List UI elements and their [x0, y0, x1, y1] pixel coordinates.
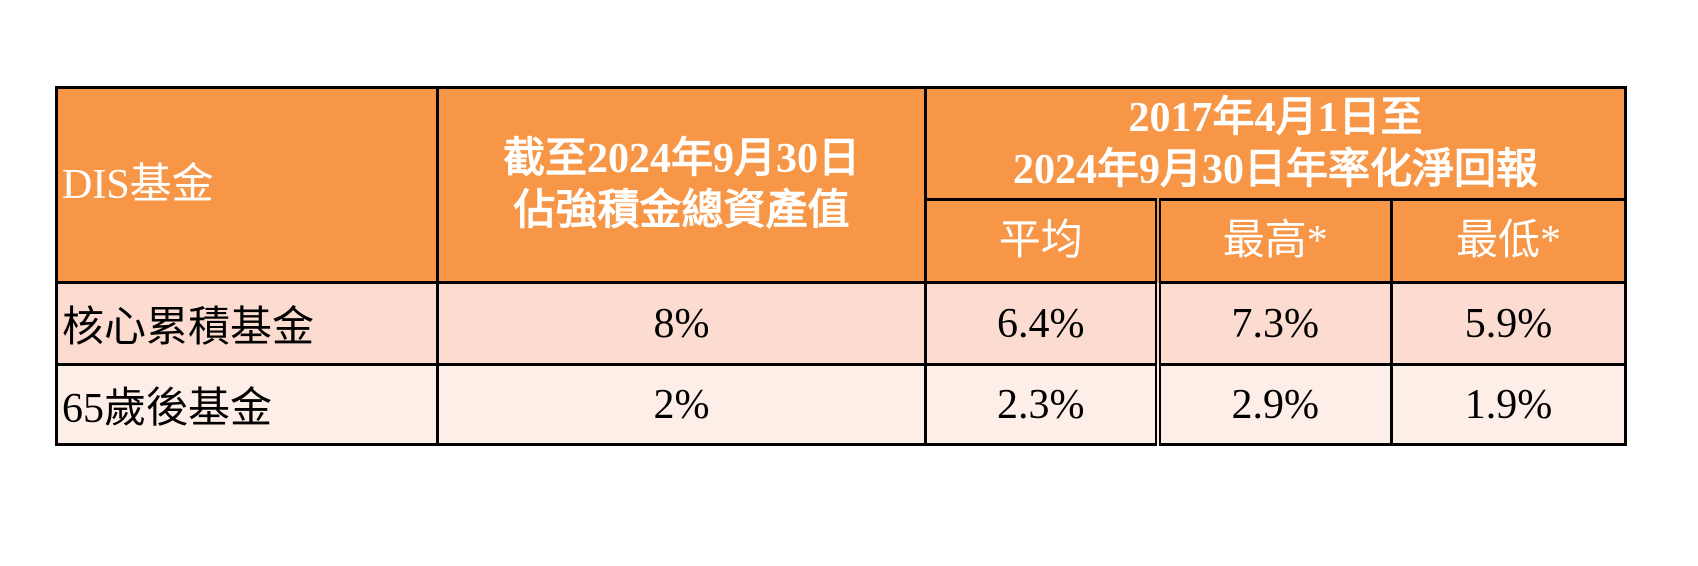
- fund-name-cell: 核心累積基金: [55, 281, 439, 366]
- asset-share-cell: 2%: [436, 363, 927, 446]
- asset-share-header-line2: 佔強積金總資產值: [513, 188, 850, 234]
- return-header-line1: 2017年4月1日至: [1128, 94, 1423, 141]
- highest-return-cell: 2.9%: [1154, 363, 1393, 446]
- annualized-return-group-header: 2017年4月1日至 2024年9月30日年率化淨回報: [923, 86, 1628, 201]
- lowest-column-header: 最低*: [1389, 198, 1628, 284]
- asset-share-header-line1: 截至2024年9月30日: [502, 136, 860, 182]
- highest-return-cell: 7.3%: [1154, 281, 1393, 366]
- table-subheader-row: 平均 最高* 最低*: [57, 198, 1628, 284]
- average-return-cell: 2.3%: [924, 363, 1159, 446]
- return-header-line2: 2024年9月30日年率化淨回報: [1013, 146, 1539, 193]
- asset-share-column-header: 截至2024年9月30日 佔強積金總資產值: [436, 86, 927, 284]
- table-row: 65歲後基金 2% 2.3% 2.9% 1.9%: [55, 363, 1628, 446]
- average-return-cell: 6.4%: [924, 281, 1159, 366]
- highest-column-header: 最高*: [1154, 198, 1393, 284]
- table-row: 核心累積基金 8% 6.4% 7.3% 5.9%: [55, 281, 1628, 366]
- lowest-return-cell: 1.9%: [1389, 363, 1628, 446]
- fund-returns-table: DIS基金 截至2024年9月30日 佔強積金總資產值 2017年4月1日至 2…: [55, 86, 1628, 446]
- average-column-header: 平均: [924, 198, 1159, 284]
- table-header-row: DIS基金 截至2024年9月30日 佔強積金總資產值 2017年4月1日至 2…: [55, 86, 1628, 284]
- lowest-return-cell: 5.9%: [1389, 281, 1628, 366]
- fund-name-cell: 65歲後基金: [55, 363, 439, 446]
- fund-column-header: DIS基金: [55, 86, 439, 284]
- asset-share-cell: 8%: [436, 281, 927, 366]
